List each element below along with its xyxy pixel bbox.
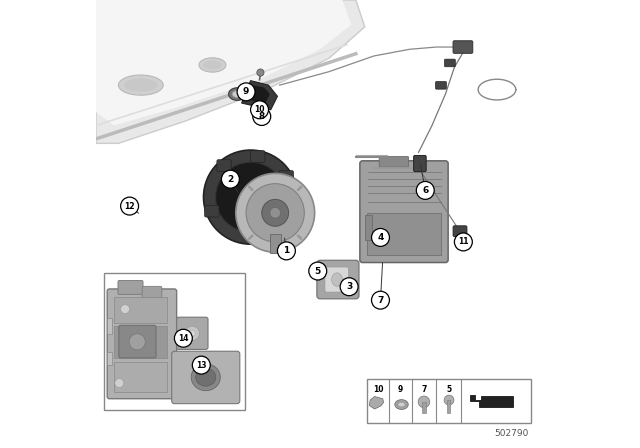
FancyBboxPatch shape	[317, 260, 359, 299]
Bar	[365, 215, 372, 240]
Circle shape	[216, 162, 285, 232]
Text: 10: 10	[373, 385, 383, 394]
FancyBboxPatch shape	[250, 232, 265, 244]
FancyBboxPatch shape	[360, 161, 448, 263]
Text: 4: 4	[378, 233, 383, 242]
Ellipse shape	[332, 273, 342, 286]
Ellipse shape	[199, 58, 226, 72]
FancyBboxPatch shape	[445, 59, 455, 67]
Polygon shape	[96, 0, 365, 143]
Polygon shape	[96, 0, 351, 125]
Circle shape	[262, 199, 289, 226]
FancyBboxPatch shape	[119, 325, 156, 358]
Text: 12: 12	[124, 202, 135, 211]
Text: 502790: 502790	[494, 429, 529, 438]
FancyBboxPatch shape	[279, 171, 293, 182]
Text: 2: 2	[227, 175, 234, 184]
Ellipse shape	[203, 60, 222, 69]
Circle shape	[418, 396, 430, 408]
Text: 7: 7	[378, 296, 383, 305]
Text: 5: 5	[446, 385, 451, 394]
Bar	[104, 273, 245, 410]
Text: 7: 7	[421, 385, 427, 394]
Circle shape	[115, 379, 124, 388]
Circle shape	[278, 242, 296, 260]
Circle shape	[340, 278, 358, 296]
Ellipse shape	[228, 88, 246, 100]
FancyBboxPatch shape	[142, 286, 162, 298]
Text: 11: 11	[458, 237, 468, 246]
Bar	[108, 352, 112, 365]
Ellipse shape	[395, 400, 408, 409]
Circle shape	[372, 228, 390, 246]
Circle shape	[129, 334, 145, 350]
FancyBboxPatch shape	[108, 289, 177, 399]
Text: 3: 3	[346, 282, 352, 291]
Ellipse shape	[191, 364, 220, 391]
Ellipse shape	[124, 78, 157, 92]
FancyBboxPatch shape	[436, 82, 446, 89]
FancyBboxPatch shape	[250, 151, 265, 162]
Circle shape	[185, 326, 200, 340]
FancyBboxPatch shape	[217, 160, 231, 172]
Ellipse shape	[398, 402, 405, 407]
Ellipse shape	[232, 90, 242, 98]
Bar	[114, 326, 167, 358]
Bar	[447, 400, 451, 413]
Text: 9: 9	[398, 385, 403, 394]
Text: 14: 14	[178, 334, 189, 343]
Bar	[108, 318, 112, 334]
FancyBboxPatch shape	[453, 41, 473, 53]
Text: 10: 10	[254, 105, 265, 114]
Circle shape	[121, 305, 130, 314]
Text: 13: 13	[196, 361, 207, 370]
Circle shape	[236, 173, 315, 252]
Bar	[367, 213, 441, 255]
FancyBboxPatch shape	[205, 205, 219, 217]
Circle shape	[221, 170, 239, 188]
Circle shape	[444, 395, 454, 405]
Circle shape	[417, 181, 435, 199]
Polygon shape	[470, 395, 513, 407]
Bar	[367, 379, 531, 423]
Circle shape	[237, 83, 255, 101]
Polygon shape	[248, 85, 270, 104]
Bar	[114, 362, 167, 392]
Circle shape	[257, 69, 264, 76]
Circle shape	[372, 291, 390, 309]
Circle shape	[134, 343, 143, 352]
FancyBboxPatch shape	[172, 351, 240, 404]
Circle shape	[250, 101, 269, 119]
Circle shape	[270, 207, 280, 218]
Text: 8: 8	[259, 112, 265, 121]
FancyBboxPatch shape	[177, 317, 208, 349]
FancyBboxPatch shape	[325, 267, 349, 292]
Circle shape	[204, 150, 298, 244]
Ellipse shape	[196, 368, 216, 386]
Circle shape	[174, 329, 193, 347]
Ellipse shape	[118, 75, 163, 95]
Polygon shape	[369, 396, 383, 409]
Text: 9: 9	[243, 87, 249, 96]
Bar	[114, 297, 167, 323]
Text: 5: 5	[315, 267, 321, 276]
Bar	[270, 234, 280, 253]
Circle shape	[309, 262, 327, 280]
Text: 1: 1	[284, 246, 289, 255]
FancyBboxPatch shape	[453, 226, 467, 237]
FancyBboxPatch shape	[379, 156, 409, 167]
Text: 6: 6	[422, 186, 428, 195]
Circle shape	[121, 197, 139, 215]
Circle shape	[193, 356, 211, 374]
FancyBboxPatch shape	[413, 155, 426, 172]
Polygon shape	[242, 81, 278, 110]
FancyBboxPatch shape	[118, 280, 143, 294]
Circle shape	[253, 108, 271, 125]
Circle shape	[246, 184, 305, 242]
Circle shape	[189, 330, 195, 336]
Circle shape	[454, 233, 472, 251]
Bar	[422, 402, 426, 413]
